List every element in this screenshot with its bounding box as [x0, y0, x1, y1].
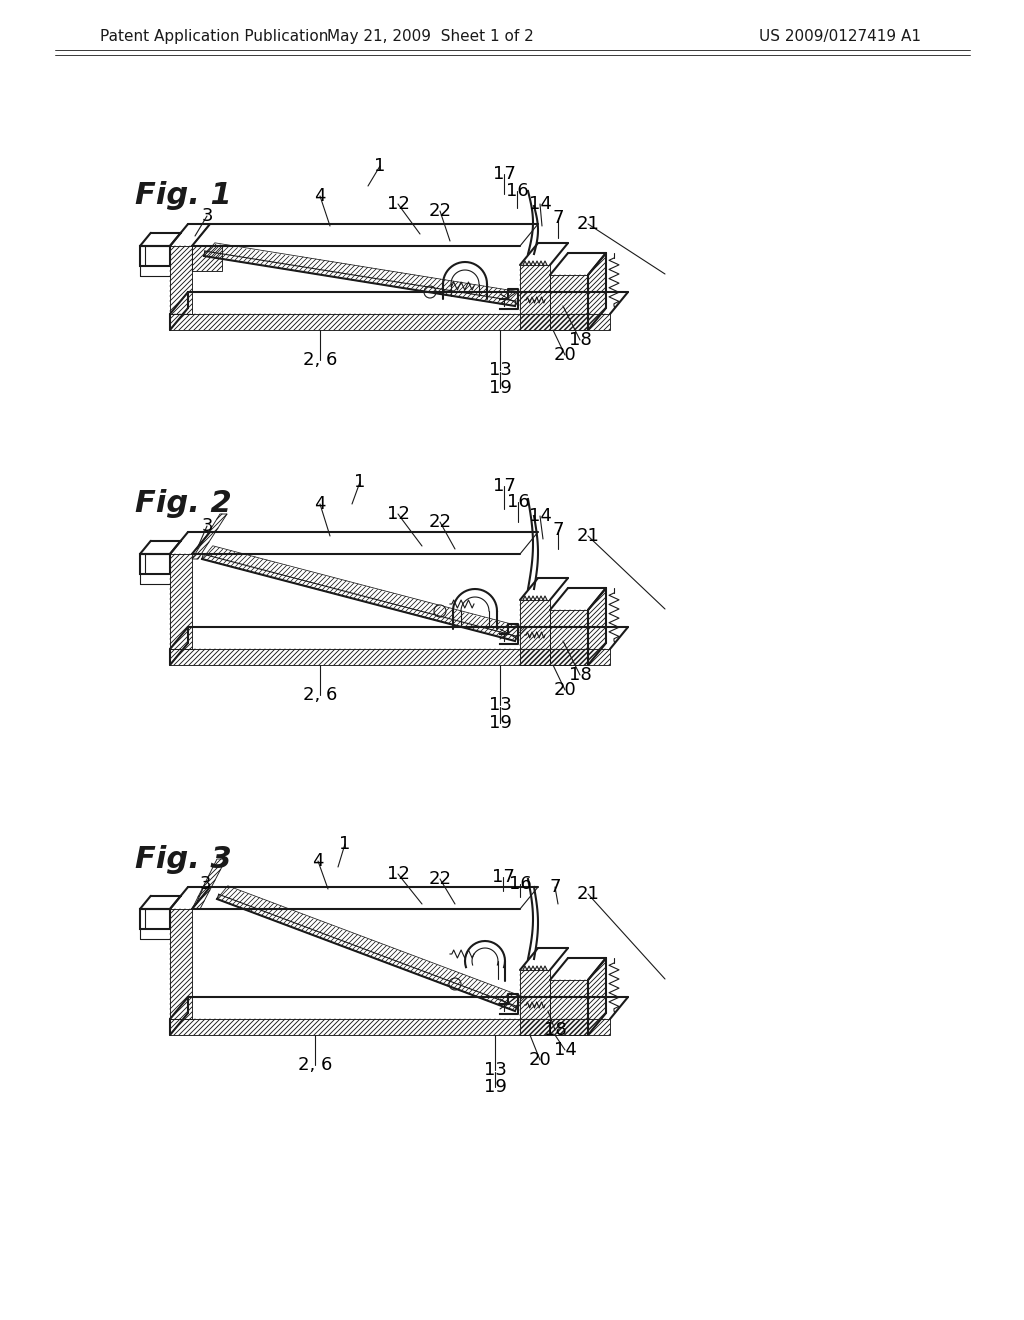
Bar	[550, 610, 588, 665]
Text: 14: 14	[554, 1041, 577, 1059]
Bar	[170, 1019, 610, 1035]
Text: 1: 1	[354, 473, 366, 491]
Text: Fig. 3: Fig. 3	[135, 845, 231, 874]
Text: 19: 19	[488, 714, 511, 733]
Text: 18: 18	[568, 331, 592, 348]
Text: 2, 6: 2, 6	[303, 351, 337, 370]
Bar	[520, 601, 550, 665]
Text: 4: 4	[312, 851, 324, 870]
Text: 12: 12	[387, 506, 410, 523]
Text: 22: 22	[428, 202, 452, 220]
Text: 13: 13	[483, 1061, 507, 1078]
Text: 12: 12	[387, 195, 410, 213]
Text: 3: 3	[200, 875, 211, 894]
Text: 19: 19	[483, 1078, 507, 1096]
Text: 1: 1	[339, 836, 350, 853]
Bar	[140, 246, 170, 267]
Circle shape	[434, 605, 446, 616]
Text: 22: 22	[428, 870, 452, 888]
Text: 14: 14	[528, 195, 552, 213]
Text: 17: 17	[493, 165, 515, 183]
Bar	[140, 554, 170, 574]
Bar	[140, 909, 170, 929]
Bar	[170, 909, 193, 1019]
Text: 16: 16	[509, 875, 531, 894]
Text: 4: 4	[314, 187, 326, 205]
Text: 7: 7	[552, 521, 564, 539]
Text: 21: 21	[577, 884, 599, 903]
Text: 7: 7	[552, 209, 564, 227]
Circle shape	[424, 286, 436, 298]
Text: 20: 20	[528, 1051, 551, 1069]
Bar	[520, 265, 550, 330]
Text: 17: 17	[492, 869, 514, 886]
Text: 21: 21	[577, 527, 599, 545]
Text: 13: 13	[488, 360, 511, 379]
Text: 16: 16	[506, 182, 528, 201]
Text: May 21, 2009  Sheet 1 of 2: May 21, 2009 Sheet 1 of 2	[327, 29, 534, 45]
Text: 4: 4	[314, 495, 326, 513]
Text: 1: 1	[375, 157, 386, 176]
Text: 18: 18	[568, 667, 592, 684]
Text: 3: 3	[202, 207, 213, 224]
Text: 20: 20	[554, 346, 577, 364]
Text: 14: 14	[528, 507, 552, 525]
Text: 20: 20	[554, 681, 577, 700]
Text: Patent Application Publication: Patent Application Publication	[100, 29, 329, 45]
Text: 16: 16	[507, 492, 529, 511]
Text: 12: 12	[387, 865, 410, 883]
Text: 21: 21	[577, 215, 599, 234]
Text: Fig. 2: Fig. 2	[135, 490, 231, 519]
Bar	[170, 554, 193, 649]
Text: 3: 3	[202, 517, 213, 535]
Text: Fig. 1: Fig. 1	[135, 181, 231, 210]
Text: 22: 22	[428, 513, 452, 531]
Text: 2, 6: 2, 6	[298, 1056, 332, 1074]
Bar	[520, 970, 550, 1035]
Text: 19: 19	[488, 379, 511, 397]
Text: 7: 7	[549, 878, 561, 896]
Bar	[170, 649, 610, 665]
Bar	[170, 246, 193, 314]
Text: 17: 17	[493, 477, 515, 495]
Circle shape	[449, 978, 461, 990]
Bar	[550, 979, 588, 1035]
Bar	[550, 275, 588, 330]
Text: 13: 13	[488, 696, 511, 714]
Text: 18: 18	[544, 1020, 566, 1039]
Bar	[170, 314, 610, 330]
Text: US 2009/0127419 A1: US 2009/0127419 A1	[759, 29, 921, 45]
Text: 2, 6: 2, 6	[303, 686, 337, 704]
